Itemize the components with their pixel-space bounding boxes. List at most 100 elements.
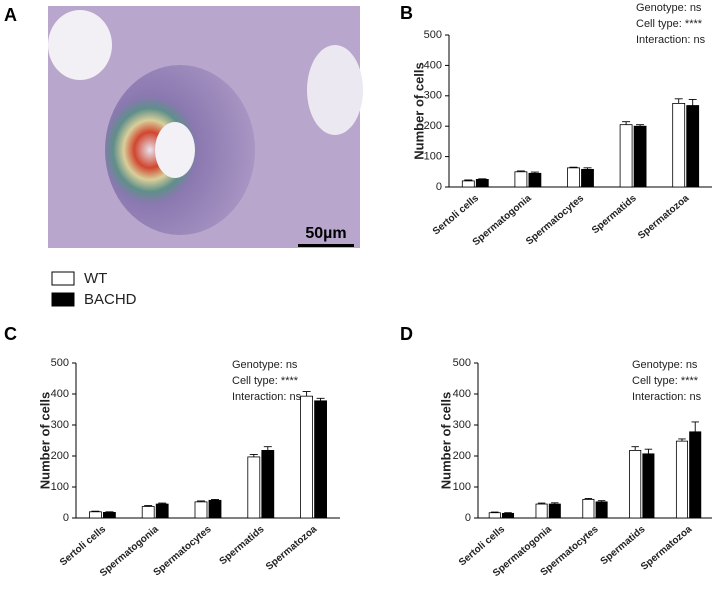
bar bbox=[535, 503, 548, 519]
stats-annotation: Cell type: **** bbox=[632, 375, 699, 387]
stats-annotation: Interaction: ns bbox=[632, 391, 702, 403]
y-tick-label: 100 bbox=[453, 481, 471, 493]
error-bar bbox=[530, 171, 539, 174]
error-bar bbox=[631, 446, 639, 451]
y-tick-label: 500 bbox=[453, 357, 471, 369]
bar bbox=[567, 167, 580, 188]
y-axis-label: Number of cells bbox=[37, 392, 52, 490]
y-tick-label: 400 bbox=[51, 388, 69, 400]
error-bar bbox=[478, 178, 487, 180]
error-bar bbox=[622, 121, 631, 125]
x-tick-label: Sertoli cells bbox=[431, 193, 481, 238]
bar bbox=[686, 105, 700, 188]
bar bbox=[488, 512, 501, 519]
y-tick-label: 100 bbox=[424, 151, 442, 163]
x-tick-label: Spermatocytes bbox=[152, 524, 214, 579]
stats-annotation: Cell type: **** bbox=[636, 18, 703, 30]
bar bbox=[675, 440, 688, 519]
error-bar bbox=[597, 500, 606, 502]
y-axis-label: Number of cells bbox=[411, 62, 426, 160]
bar bbox=[141, 506, 155, 519]
error-bar bbox=[583, 167, 592, 170]
stats-annotation: Genotype: ns bbox=[636, 2, 702, 14]
bar bbox=[581, 168, 594, 188]
bar bbox=[89, 511, 102, 519]
error-bar bbox=[644, 448, 653, 454]
stats-annotation: Interaction: ns bbox=[636, 34, 706, 46]
bar bbox=[208, 499, 222, 519]
y-tick-label: 400 bbox=[424, 59, 442, 71]
error-bar bbox=[263, 446, 272, 451]
y-tick-label: 0 bbox=[465, 512, 471, 524]
x-tick-label: Spermatids bbox=[599, 524, 648, 568]
bar bbox=[642, 453, 655, 519]
stats-annotation: Interaction: ns bbox=[232, 391, 302, 403]
bar bbox=[548, 503, 561, 519]
panel-label: C bbox=[4, 324, 17, 344]
error-bar bbox=[464, 179, 473, 181]
bar bbox=[300, 395, 314, 519]
x-tick-label: Spermatozoa bbox=[264, 524, 320, 573]
x-tick-label: Spermatocytes bbox=[524, 193, 586, 248]
y-tick-label: 300 bbox=[424, 90, 442, 102]
bar bbox=[672, 103, 686, 188]
y-tick-label: 500 bbox=[51, 357, 69, 369]
error-bar bbox=[91, 510, 100, 512]
legend: WT BACHD bbox=[51, 270, 137, 308]
histology-image: 50µm bbox=[48, 6, 363, 248]
y-tick-label: 100 bbox=[51, 481, 69, 493]
error-bar bbox=[674, 98, 683, 104]
error-bar bbox=[316, 397, 325, 401]
error-bar bbox=[516, 170, 525, 172]
bar bbox=[501, 512, 515, 519]
panel-label: B bbox=[400, 3, 413, 23]
legend-label: BACHD bbox=[84, 291, 137, 308]
y-tick-label: 300 bbox=[453, 419, 471, 431]
bar bbox=[633, 125, 647, 188]
x-tick-label: Spermatids bbox=[218, 524, 267, 568]
y-tick-label: 200 bbox=[424, 120, 442, 132]
error-bar bbox=[105, 511, 114, 513]
error-bar bbox=[551, 502, 559, 505]
error-bar bbox=[678, 438, 686, 442]
stats-annotation: Genotype: ns bbox=[632, 359, 698, 371]
error-bar bbox=[569, 166, 578, 168]
error-bar bbox=[302, 391, 311, 397]
error-bar bbox=[144, 505, 153, 507]
bar bbox=[314, 400, 328, 519]
x-tick-label: Spermatozoa bbox=[639, 524, 695, 573]
stats-annotation: Genotype: ns bbox=[232, 359, 298, 371]
bar bbox=[194, 501, 208, 519]
x-tick-label: Spermatozoa bbox=[636, 193, 692, 242]
bar bbox=[514, 171, 528, 188]
error-bar bbox=[504, 512, 512, 514]
legend-swatch bbox=[51, 292, 75, 307]
y-tick-label: 0 bbox=[63, 512, 69, 524]
y-tick-label: 200 bbox=[51, 450, 69, 462]
legend-label: WT bbox=[84, 270, 107, 287]
bar bbox=[629, 450, 642, 519]
x-tick-label: Sertoli cells bbox=[58, 524, 108, 569]
error-bar bbox=[691, 421, 699, 432]
error-bar bbox=[636, 124, 645, 127]
scale-bar-label: 50µm bbox=[305, 225, 346, 242]
y-axis-label: Number of cells bbox=[438, 392, 453, 490]
bar bbox=[582, 498, 595, 519]
bar bbox=[261, 450, 275, 519]
error-bar bbox=[249, 454, 258, 457]
error-bar bbox=[584, 498, 593, 500]
bar bbox=[595, 501, 608, 519]
error-bar bbox=[158, 502, 167, 505]
error-bar bbox=[537, 502, 546, 505]
error-bar bbox=[491, 511, 499, 513]
bar bbox=[689, 431, 702, 519]
bar bbox=[103, 512, 116, 519]
y-tick-label: 500 bbox=[424, 29, 442, 41]
bar bbox=[155, 503, 169, 519]
bar bbox=[528, 172, 542, 188]
bar bbox=[461, 180, 475, 188]
panel-label: A bbox=[4, 5, 17, 25]
bar bbox=[619, 124, 633, 188]
panel-label: D bbox=[400, 324, 413, 344]
